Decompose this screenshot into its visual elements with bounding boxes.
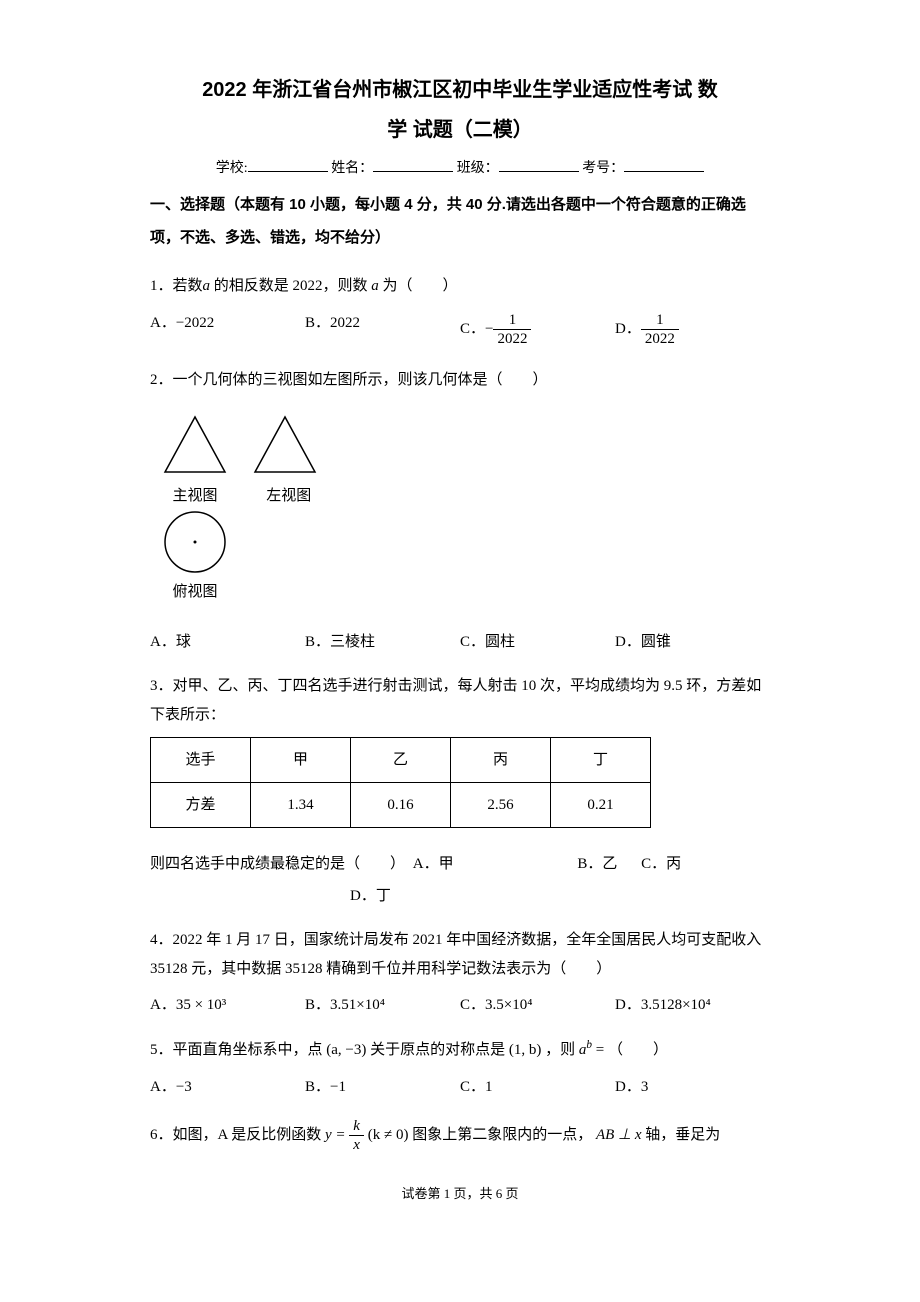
q5-opt-b: B．−1 — [305, 1075, 460, 1099]
q3-col-1: 甲 — [251, 738, 351, 783]
q3-tail-text: 则四名选手中成绩最稳定的是（ ） — [150, 856, 405, 872]
q2-options: A．球 B．三棱柱 C．圆柱 D．圆锥 — [150, 630, 770, 654]
q2-opt-a: A．球 — [150, 630, 305, 654]
question-2: 2．一个几何体的三视图如左图所示，则该几何体是（ ） — [150, 366, 770, 395]
q1-d-num: 1 — [641, 311, 679, 330]
q3-tail-line: 则四名选手中成绩最稳定的是（ ） A．甲 B．乙 C．丙 — [150, 852, 770, 876]
q3-col-4: 丁 — [551, 738, 651, 783]
q6-cond: (k ≠ 0) — [368, 1127, 409, 1143]
q5-mid: 关于原点的对称点是 — [370, 1042, 505, 1058]
examno-blank[interactable] — [624, 158, 704, 172]
q2-opt-d: D．圆锥 — [615, 630, 770, 654]
q1-var-a1: a — [203, 278, 211, 294]
q1-opt-d: D．12022 — [615, 311, 770, 348]
question-3: 3．对甲、乙、丙、丁四名选手进行射击测试，每人射击 10 次，平均成绩均为 9.… — [150, 672, 770, 729]
q3-r0c3: 2.56 — [451, 783, 551, 828]
q1-c-prefix: C． — [460, 321, 485, 337]
q1-opt-b: B．2022 — [305, 311, 460, 348]
q1-text-end: 为（ ） — [379, 278, 458, 294]
q4-opt-d: D．3.5128×10⁴ — [615, 993, 770, 1017]
page-footer: 试卷第 1 页，共 6 页 — [150, 1184, 770, 1205]
q4-text: 4．2022 年 1 月 17 日，国家统计局发布 2021 年中国经济数据，全… — [150, 932, 761, 977]
q3-r0c2: 0.16 — [351, 783, 451, 828]
q5-opt-c: C．1 — [460, 1075, 615, 1099]
q5-post: ，则 — [545, 1042, 575, 1058]
q1-text-pre: 1．若数 — [150, 278, 203, 294]
q3-opt-c: C．丙 — [641, 856, 681, 872]
q1-opt-c: C．−12022 — [460, 311, 615, 348]
q6-perp: AB ⊥ x — [596, 1127, 642, 1143]
question-5: 5．平面直角坐标系中，点 (a, −3) 关于原点的对称点是 (1, b) ，则… — [150, 1035, 770, 1065]
q6-yeq: y = — [325, 1127, 346, 1143]
top-view-label: 俯视图 — [150, 580, 240, 604]
q4-opt-a: A．35 × 10³ — [150, 993, 305, 1017]
q5-pre: 5．平面直角坐标系中，点 — [150, 1042, 323, 1058]
title-line-2: 学 试题（二模） — [150, 110, 770, 150]
q3-variance-table: 选手 甲 乙 丙 丁 方差 1.34 0.16 2.56 0.21 — [150, 737, 651, 828]
q5-coord2: (1, b) — [509, 1042, 542, 1058]
title-line-1: 2022 年浙江省台州市椒江区初中毕业生学业适应性考试 数 — [150, 70, 770, 110]
school-label: 学校: — [216, 158, 248, 180]
q4-opt-c: C．3.5×10⁴ — [460, 993, 615, 1017]
class-blank[interactable] — [499, 158, 579, 172]
q2-opt-c: C．圆柱 — [460, 630, 615, 654]
table-row: 方差 1.34 0.16 2.56 0.21 — [151, 783, 651, 828]
q5-coord1: (a, −3) — [326, 1042, 366, 1058]
q1-c-den: 2022 — [493, 330, 531, 348]
q3-opt-d: D．丁 — [350, 888, 391, 904]
q3-r0c1: 1.34 — [251, 783, 351, 828]
q5-options: A．−3 B．−1 C．1 D．3 — [150, 1075, 770, 1099]
question-4: 4．2022 年 1 月 17 日，国家统计局发布 2021 年中国经济数据，全… — [150, 926, 770, 983]
q1-var-a2: a — [371, 278, 379, 294]
three-view-figure: 主视图 左视图 俯视图 — [150, 402, 770, 650]
question-6: 6．如图，A 是反比例函数 y = kx (k ≠ 0) 图象上第二象限内的一点… — [150, 1117, 770, 1154]
section-1-heading: 一、选择题（本题有 10 小题，每小题 4 分，共 40 分.请选出各题中一个符… — [150, 188, 770, 254]
q5-opt-a: A．−3 — [150, 1075, 305, 1099]
school-blank[interactable] — [248, 158, 328, 172]
q3-opt-b: B．乙 — [577, 856, 617, 872]
q5-end: = （ ） — [596, 1042, 668, 1058]
q3-col-0: 选手 — [151, 738, 251, 783]
q6-num: k — [349, 1117, 364, 1136]
q5-expr: ab — [579, 1042, 592, 1058]
class-label: 班级： — [457, 158, 499, 180]
q3-opt-a: A．甲 — [413, 856, 454, 872]
front-view-label: 主视图 — [150, 484, 240, 508]
q1-text-mid: 的相反数是 2022，则数 — [210, 278, 368, 294]
q1-d-den: 2022 — [641, 330, 679, 348]
table-row: 选手 甲 乙 丙 丁 — [151, 738, 651, 783]
question-1: 1．若数a 的相反数是 2022，则数 a 为（ ） — [150, 272, 770, 301]
q6-den: x — [349, 1136, 364, 1154]
q3-text: 3．对甲、乙、丙、丁四名选手进行射击测试，每人射击 10 次，平均成绩均为 9.… — [150, 678, 761, 723]
q3-col-2: 乙 — [351, 738, 451, 783]
side-view-label: 左视图 — [244, 484, 334, 508]
q6-pre: 6．如图，A 是反比例函数 — [150, 1127, 321, 1143]
name-blank[interactable] — [373, 158, 453, 172]
q1-opt-a: A．−2022 — [150, 311, 305, 348]
q1-c-num: 1 — [493, 311, 531, 330]
examno-label: 考号： — [582, 158, 624, 180]
student-info-line: 学校: 姓名： 班级： 考号： — [150, 158, 770, 180]
q6-mid: 图象上第二象限内的一点， — [412, 1127, 592, 1143]
name-label: 姓名： — [331, 158, 373, 180]
q6-end: 轴，垂足为 — [645, 1127, 720, 1143]
q2-text: 2．一个几何体的三视图如左图所示，则该几何体是（ ） — [150, 372, 548, 388]
q5-opt-d: D．3 — [615, 1075, 770, 1099]
q3-r0c4: 0.21 — [551, 783, 651, 828]
q3-col-3: 丙 — [451, 738, 551, 783]
q4-options: A．35 × 10³ B．3.51×10⁴ C．3.5×10⁴ D．3.5128… — [150, 993, 770, 1017]
q1-d-prefix: D． — [615, 321, 641, 337]
q1-options: A．−2022 B．2022 C．−12022 D．12022 — [150, 311, 770, 348]
q4-opt-b: B．3.51×10⁴ — [305, 993, 460, 1017]
q2-opt-b: B．三棱柱 — [305, 630, 460, 654]
q3-r0c0: 方差 — [151, 783, 251, 828]
